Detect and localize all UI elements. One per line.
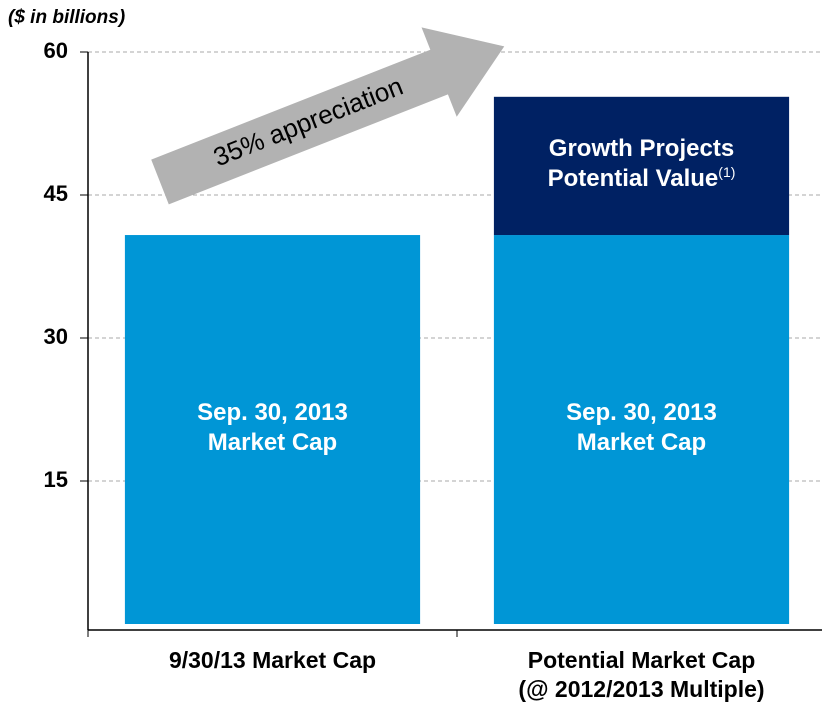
bar-segment (493, 235, 790, 625)
y-tick-label: 45 (44, 181, 68, 206)
segment-label: Sep. 30, 2013 Market Cap (125, 398, 420, 458)
x-tick-label: 9/30/13 Market Cap (168, 647, 377, 673)
subtitle: ($ in billions) (8, 7, 125, 28)
bar-segment (493, 96, 790, 236)
y-tick-label: 60 (44, 38, 68, 63)
series-name: Sep. 30, 2013 Market Cap (197, 398, 348, 456)
footnote-ref: (1) (718, 163, 736, 180)
series-name: Growth Projects Potential Value (547, 134, 735, 192)
segment-label: Growth Projects Potential Value(1) (494, 134, 789, 194)
y-tick-label: 30 (44, 324, 68, 349)
y-tick-label: 15 (44, 467, 68, 492)
appreciation-arrow: 35% appreciation (151, 27, 505, 205)
bar-segment (124, 235, 421, 625)
arrow-shape (151, 27, 505, 205)
segment-label: Sep. 30, 2013 Market Cap (494, 398, 789, 458)
x-tick-label: Potential Market Cap (@ 2012/2013 Multip… (518, 647, 765, 702)
series-name: Sep. 30, 2013 Market Cap (566, 398, 717, 456)
